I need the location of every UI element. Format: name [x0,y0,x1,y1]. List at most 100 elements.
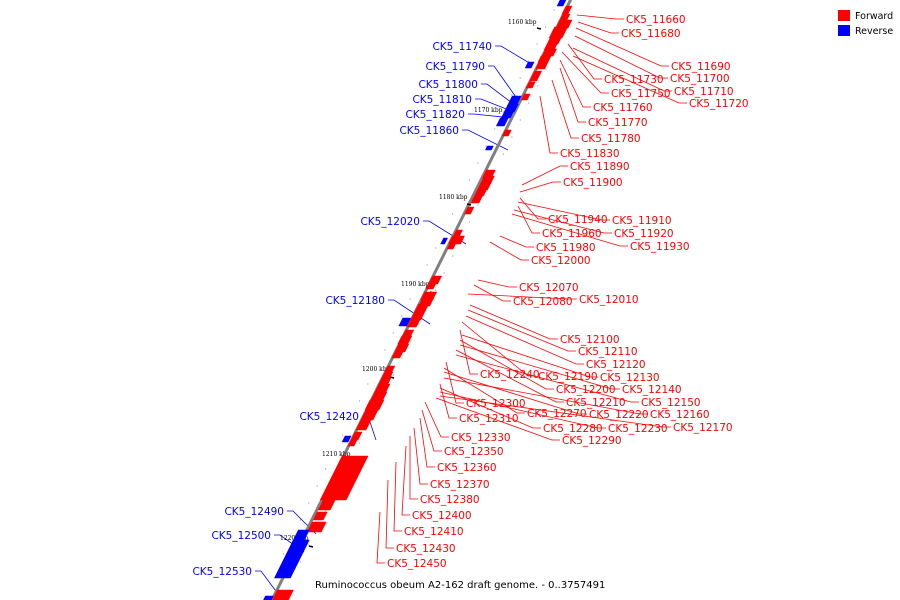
reverse-gene [341,435,352,443]
track-dot [528,60,530,62]
forward-gene-label: CK5_12000 [531,255,591,267]
track-dot [308,544,310,546]
forward-label-connector [443,367,525,414]
forward-label-connector [469,304,558,340]
forward-gene-label: CK5_12110 [578,346,638,358]
reverse-gene-label: CK5_12490 [224,506,284,518]
track-dot [418,281,420,283]
kbp-tick-mark [466,203,472,206]
forward-gene-label: CK5_12190 [538,371,598,383]
forward-label-connector [385,479,394,549]
forward-gene-label: CK5_11930 [630,241,690,253]
forward-gene [529,75,540,82]
forward-label-connector [445,361,464,404]
track-dot [435,289,437,291]
reverse-gene-label: CK5_12020 [360,216,420,228]
forward-label-connector [473,284,511,302]
forward-gene [501,129,512,137]
forward-label-connector [517,201,610,221]
forward-gene-label: CK5_12450 [387,558,447,570]
forward-gene-label: CK5_12170 [673,422,733,434]
track-dot [502,153,504,155]
forward-gene [525,81,536,89]
forward-gene-label: CK5_11920 [614,228,674,240]
forward-gene-label: CK5_12280 [543,423,603,435]
track-dot [333,451,335,453]
forward-label-connector [572,55,687,104]
forward-gene-label: CK5_11910 [612,215,672,227]
forward-label-connector [439,395,671,428]
reverse-gene-label: CK5_11740 [432,41,492,53]
forward-label-connector [521,165,568,186]
reverse-label-connector [462,129,509,151]
forward-gene-label: CK5_12430 [396,543,456,555]
track-dot [392,374,394,376]
forward-label-connector [459,344,620,390]
forward-gene [364,399,385,411]
forward-label-connector [376,511,385,564]
forward-label-connector [455,349,564,403]
track-dot [316,485,318,487]
forward-label-connector [443,377,648,415]
forward-gene-label: CK5_12100 [560,334,620,346]
track-dot [308,502,310,504]
forward-gene-label: CK5_11690 [671,61,731,73]
forward-gene [317,499,336,511]
kbp-tick-label: 1180 kbp [439,194,468,201]
forward-label-connector [409,436,418,500]
forward-gene-label: CK5_11700 [670,73,730,85]
reverse-gene-label: CK5_11820 [405,109,465,121]
reverse-gene-label: CK5_12500 [211,530,271,542]
legend-reverse-swatch [838,25,850,36]
forward-gene-label: CK5_11780 [581,133,641,145]
reverse-gene-label: CK5_11860 [399,125,459,137]
reverse-gene-label: CK5_11800 [418,79,478,91]
track-dot [511,136,513,138]
forward-label-connector [499,235,534,248]
forward-gene-label: CK5_12070 [519,282,579,294]
reverse-gene-label: CK5_11810 [412,94,472,106]
forward-label-connector [439,387,541,429]
forward-gene [360,409,379,421]
forward-gene [546,35,563,45]
forward-label-connector [467,309,576,352]
forward-gene-label: CK5_11720 [689,98,749,110]
forward-gene-label: CK5_12080 [513,296,573,308]
forward-gene-label: CK5_11830 [560,148,620,160]
forward-gene [470,195,483,204]
forward-gene [474,188,488,197]
reverse-gene-label: CK5_12420 [299,411,359,423]
track-dot [341,434,344,436]
kbp-tick-label: 1170 kbp [474,107,503,114]
reverse-label-connector [481,83,517,107]
forward-gene-label: CK5_12350 [444,446,504,458]
forward-label-connector [477,279,517,288]
kbp-tick-mark [536,27,542,30]
track-dot [358,442,361,444]
forward-gene-label: CK5_12200 [556,384,616,396]
forward-label-connector [461,334,598,378]
forward-label-connector [574,35,668,79]
forward-label-connector [465,315,584,365]
forward-label-connector [413,427,428,485]
track-dot [528,102,530,104]
reverse-label-connector [495,45,532,65]
forward-gene-label: CK5_11760 [593,102,653,114]
track-dot [282,553,284,555]
reverse-gene [484,145,494,151]
forward-gene [537,55,552,63]
forward-label-connector [511,213,628,247]
forward-gene-label: CK5_12410 [404,526,464,538]
forward-label-connector [419,417,435,468]
genome-title: Ruminococcus obeum A2-162 draft genome. … [315,580,605,591]
kbp-tick-label: 1210 kbp [322,451,351,458]
track-dot [375,366,377,368]
forward-gene [520,93,531,101]
forward-label-connector [577,21,619,34]
track-dot [536,43,538,45]
forward-gene [347,439,358,447]
forward-gene-label: CK5_11890 [570,161,630,173]
forward-gene-label: CK5_12220 [589,409,649,421]
forward-gene-label: CK5_11960 [542,228,602,240]
